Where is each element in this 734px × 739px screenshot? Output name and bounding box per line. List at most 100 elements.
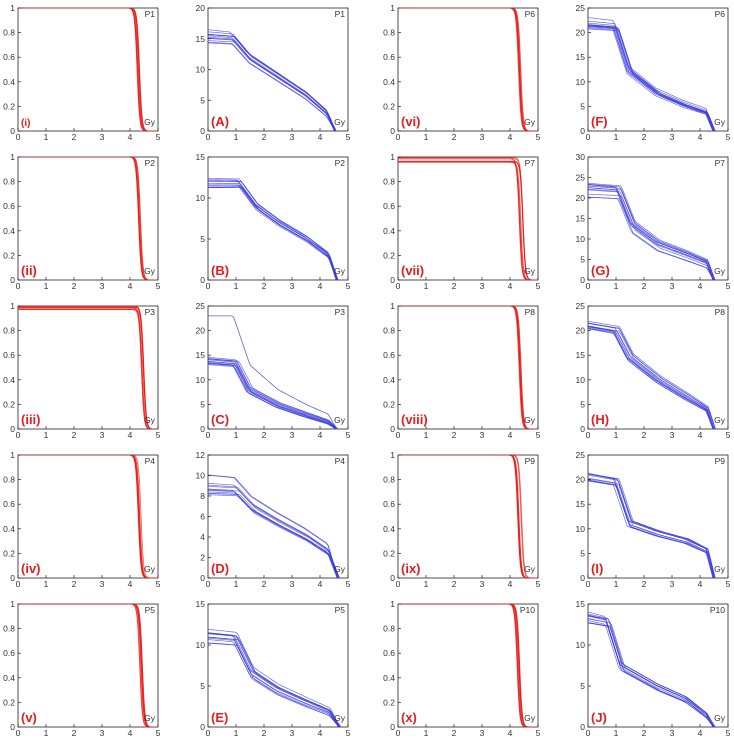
x-tick-label: 4 [318, 281, 323, 291]
x-tick-label: 3 [100, 281, 105, 291]
series-line [588, 17, 714, 131]
y-tick-label: 15 [576, 499, 586, 509]
x-tick-label: 1 [234, 728, 239, 738]
y-tick-label: 10 [576, 640, 586, 650]
x-tick-label: 5 [536, 132, 541, 142]
series-group [208, 178, 339, 280]
x-tick-label: 4 [698, 132, 703, 142]
plot-frame [17, 156, 159, 281]
y-tick-label: 10 [196, 640, 206, 650]
panel-tag: (B) [211, 263, 229, 278]
x-tick-label: 0 [396, 579, 401, 589]
series-group [588, 17, 716, 131]
y-tick-label: 5 [200, 681, 205, 691]
series-line [588, 182, 716, 280]
x-tick-label: 4 [508, 430, 513, 440]
series-line-outlier [208, 315, 338, 429]
y-tick-label: 0 [200, 424, 205, 434]
y-tick-label: 25 [576, 3, 586, 13]
y-tick-label: 0.8 [3, 28, 15, 38]
x-tick-label: 4 [128, 728, 133, 738]
x-tick-label: 0 [16, 132, 21, 142]
panel-tag: (F) [591, 114, 608, 129]
y-tick-label: 0 [390, 275, 395, 285]
series-group [208, 474, 340, 578]
x-tick-label: 2 [72, 728, 77, 738]
x-tick-label: 4 [698, 281, 703, 291]
x-tick-label: 1 [614, 430, 619, 440]
x-tick-label: 0 [586, 430, 591, 440]
panel-tag: (iii) [21, 412, 41, 427]
series-line [588, 479, 715, 578]
patient-label: P8 [715, 307, 726, 317]
y-tick-label: 0.4 [383, 673, 395, 683]
series-line [208, 474, 338, 578]
series-line [18, 8, 158, 131]
x-tick-label: 1 [424, 579, 429, 589]
series-line [588, 478, 716, 578]
x-tick-label: 0 [396, 281, 401, 291]
series-line [208, 642, 341, 727]
panel-b5: 0 1 2 3 4 5 0 5 10 15 20 25 P3 Gy (C) [196, 301, 351, 440]
panel-b1: 0 1 2 3 4 5 0 5 10 15 20 P1 Gy (A) [196, 3, 351, 142]
x-tick-label: 3 [100, 132, 105, 142]
x-unit-label: Gy [334, 713, 346, 723]
x-tick-label: 4 [128, 132, 133, 142]
y-tick-label: 0.6 [3, 201, 15, 211]
x-unit-label: Gy [714, 266, 726, 276]
series-line [208, 35, 336, 131]
y-tick-label: 0 [580, 126, 585, 136]
panel-tag: (vii) [401, 263, 424, 278]
x-tick-label: 3 [290, 579, 295, 589]
y-tick-label: 20 [576, 193, 586, 203]
x-tick-label: 5 [156, 579, 161, 589]
y-tick-label: 8 [200, 491, 205, 501]
x-tick-label: 5 [346, 281, 351, 291]
y-tick-label: 0.6 [3, 648, 15, 658]
panel-r2: 0 1 2 3 4 5 0 0.2 0.4 0.6 0.8 1 P6 Gy (vi) [383, 3, 540, 142]
y-tick-label: 0 [390, 722, 395, 732]
patient-label: P2 [335, 158, 346, 168]
panel-tag: (A) [211, 114, 229, 129]
plot-frame [207, 305, 349, 430]
panel-b9: 0 1 2 3 4 5 0 5 10 15 P5 Gy (E) [196, 599, 351, 738]
series-line [208, 494, 339, 578]
y-tick-label: 0 [10, 722, 15, 732]
series-line [208, 186, 339, 280]
panel-b2: 0 1 2 3 4 5 0 5 10 15 20 25 P6 Gy (F) [576, 3, 731, 142]
x-unit-label: Gy [334, 415, 346, 425]
panel-r6: 0 1 2 3 4 5 0 0.2 0.4 0.6 0.8 1 P8 Gy (viii) [383, 301, 540, 440]
patient-label: P9 [525, 456, 536, 466]
series-group [18, 604, 158, 727]
x-tick-label: 0 [586, 579, 591, 589]
series-group [18, 8, 158, 131]
y-tick-label: 1 [10, 450, 15, 460]
x-tick-label: 1 [614, 728, 619, 738]
x-tick-label: 2 [452, 728, 457, 738]
y-tick-label: 15 [196, 350, 206, 360]
panel-tag: (ii) [21, 263, 37, 278]
y-tick-label: 10 [576, 234, 586, 244]
x-tick-label: 2 [72, 132, 77, 142]
x-unit-label: Gy [334, 266, 346, 276]
x-tick-label: 2 [642, 132, 647, 142]
x-tick-label: 5 [536, 430, 541, 440]
x-unit-label: Gy [524, 266, 536, 276]
series-group [398, 604, 538, 727]
x-tick-label: 5 [726, 430, 731, 440]
x-tick-label: 1 [424, 132, 429, 142]
series-line [588, 479, 714, 578]
x-unit-label: Gy [144, 564, 156, 574]
x-tick-label: 1 [614, 579, 619, 589]
series-line [18, 157, 158, 280]
y-tick-label: 10 [576, 77, 586, 87]
x-tick-label: 0 [586, 728, 591, 738]
x-tick-label: 0 [206, 281, 211, 291]
y-tick-label: 1 [390, 301, 395, 311]
patient-label: P2 [145, 158, 156, 168]
x-tick-label: 5 [346, 430, 351, 440]
series-line [398, 161, 538, 280]
y-tick-label: 5 [580, 548, 585, 558]
series-line [588, 22, 714, 131]
